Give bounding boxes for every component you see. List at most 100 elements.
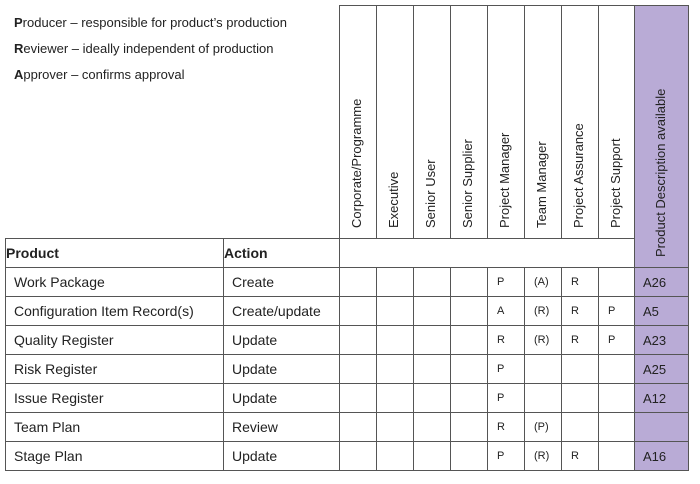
legend-approver: Approver – confirms approval xyxy=(14,62,287,88)
role-header: Senior User xyxy=(413,5,451,239)
role-header: Project Support xyxy=(598,5,635,239)
legend-text: roducer – responsible for product’s prod… xyxy=(22,15,287,30)
responsibility-cell: R xyxy=(487,325,525,355)
legend-producer: Producer – responsible for product’s pro… xyxy=(14,10,287,36)
responsibility-cell xyxy=(376,441,414,471)
role-header: Project Manager xyxy=(487,5,525,239)
responsibility-cell: (P) xyxy=(524,412,562,442)
responsibility-cell xyxy=(339,441,377,471)
responsibility-cell xyxy=(413,441,451,471)
product-cell: Team Plan xyxy=(5,412,224,442)
role-header-label: Team Manager xyxy=(534,141,549,228)
description-ref-cell: A25 xyxy=(634,354,689,384)
action-column-header: Action xyxy=(223,238,340,268)
action-cell: Review xyxy=(223,412,340,442)
responsibility-cell: R xyxy=(561,441,599,471)
responsibility-cell xyxy=(376,296,414,326)
responsibility-cell xyxy=(339,412,377,442)
table-row: Issue Register Update P A12 xyxy=(5,383,689,413)
responsibility-cell xyxy=(376,354,414,384)
responsibility-cell xyxy=(339,296,377,326)
role-header: Senior Supplier xyxy=(450,5,488,239)
product-cell: Quality Register xyxy=(5,325,224,355)
responsibility-cell xyxy=(524,354,562,384)
responsibility-cell xyxy=(413,267,451,297)
responsibility-cell xyxy=(413,296,451,326)
action-cell: Update xyxy=(223,383,340,413)
responsibility-cell xyxy=(598,441,635,471)
table-row: Team Plan Review R (P) xyxy=(5,412,689,442)
role-header-label: Project Assurance xyxy=(571,123,586,228)
responsibility-cell xyxy=(413,412,451,442)
responsibility-cell xyxy=(524,383,562,413)
legend: Producer – responsible for product’s pro… xyxy=(14,10,287,88)
description-ref-cell: A23 xyxy=(634,325,689,355)
responsibility-cell: P xyxy=(487,267,525,297)
product-cell: Risk Register xyxy=(5,354,224,384)
responsibility-cell xyxy=(339,354,377,384)
responsibility-cell xyxy=(413,325,451,355)
responsibility-cell xyxy=(450,412,488,442)
responsibility-cell xyxy=(339,383,377,413)
action-cell: Create/update xyxy=(223,296,340,326)
role-header-label: Project Support xyxy=(607,138,623,228)
responsibility-cell: R xyxy=(561,296,599,326)
responsibility-cell xyxy=(376,267,414,297)
responsibility-cell: (R) xyxy=(524,325,562,355)
role-header-label: Senior User xyxy=(423,159,438,228)
responsibility-cell xyxy=(561,412,599,442)
responsibility-cell xyxy=(450,441,488,471)
product-column-header: Product xyxy=(5,238,224,268)
product-cell: Work Package xyxy=(5,267,224,297)
responsibility-cell xyxy=(561,354,599,384)
responsibility-cell xyxy=(598,354,635,384)
responsibility-cell xyxy=(450,383,488,413)
responsibility-cell: R xyxy=(561,325,599,355)
legend-initial: P xyxy=(14,15,23,30)
role-header-label: Project Manager xyxy=(497,132,512,228)
description-header: Product Description available xyxy=(634,5,689,268)
description-ref-cell: A26 xyxy=(634,267,689,297)
legend-initial: A xyxy=(14,67,24,82)
responsibility-cell xyxy=(376,325,414,355)
role-header: Team Manager xyxy=(524,5,562,239)
legend-reviewer: Reviewer – ideally independent of produc… xyxy=(14,36,287,62)
responsibility-cell xyxy=(339,325,377,355)
responsibility-cell: P xyxy=(598,325,635,355)
action-cell: Update xyxy=(223,441,340,471)
table-row: Stage Plan Update P (R) R A16 xyxy=(5,441,689,471)
responsibility-cell xyxy=(561,383,599,413)
description-header-label: Product Description available xyxy=(652,88,668,257)
table-row: Quality Register Update R (R) R P A23 xyxy=(5,325,689,355)
responsibility-cell xyxy=(450,354,488,384)
description-ref-cell xyxy=(634,412,689,442)
responsibility-cell xyxy=(598,383,635,413)
table-row: Work Package Create P (A) R A26 xyxy=(5,267,689,297)
table-row: Risk Register Update P A25 xyxy=(5,354,689,384)
product-cell: Issue Register xyxy=(5,383,224,413)
responsibility-matrix: Corporate/Programme Executive Senior Use… xyxy=(5,5,689,471)
responsibility-cell: (R) xyxy=(524,441,562,471)
description-ref-cell: A16 xyxy=(634,441,689,471)
action-cell: Create xyxy=(223,267,340,297)
role-header-label: Executive xyxy=(386,171,401,228)
description-ref-cell: A5 xyxy=(634,296,689,326)
responsibility-cell: P xyxy=(487,441,525,471)
role-header: Project Assurance xyxy=(561,5,599,239)
role-header-label: Corporate/Programme xyxy=(349,98,364,228)
role-header-label: Senior Supplier xyxy=(460,139,475,228)
responsibility-cell: A xyxy=(487,296,525,326)
legend-initial: R xyxy=(14,41,24,56)
responsibility-cell: (R) xyxy=(524,296,562,326)
responsibility-cell: P xyxy=(487,383,525,413)
role-header: Executive xyxy=(376,5,414,239)
responsibility-cell: P xyxy=(598,296,635,326)
responsibility-cell xyxy=(450,267,488,297)
responsibility-cell xyxy=(376,383,414,413)
responsibility-cell xyxy=(413,383,451,413)
responsibility-cell: R xyxy=(487,412,525,442)
responsibility-cell xyxy=(450,296,488,326)
responsibility-cell xyxy=(598,267,635,297)
responsibility-cell: (A) xyxy=(524,267,562,297)
responsibility-cell xyxy=(450,325,488,355)
